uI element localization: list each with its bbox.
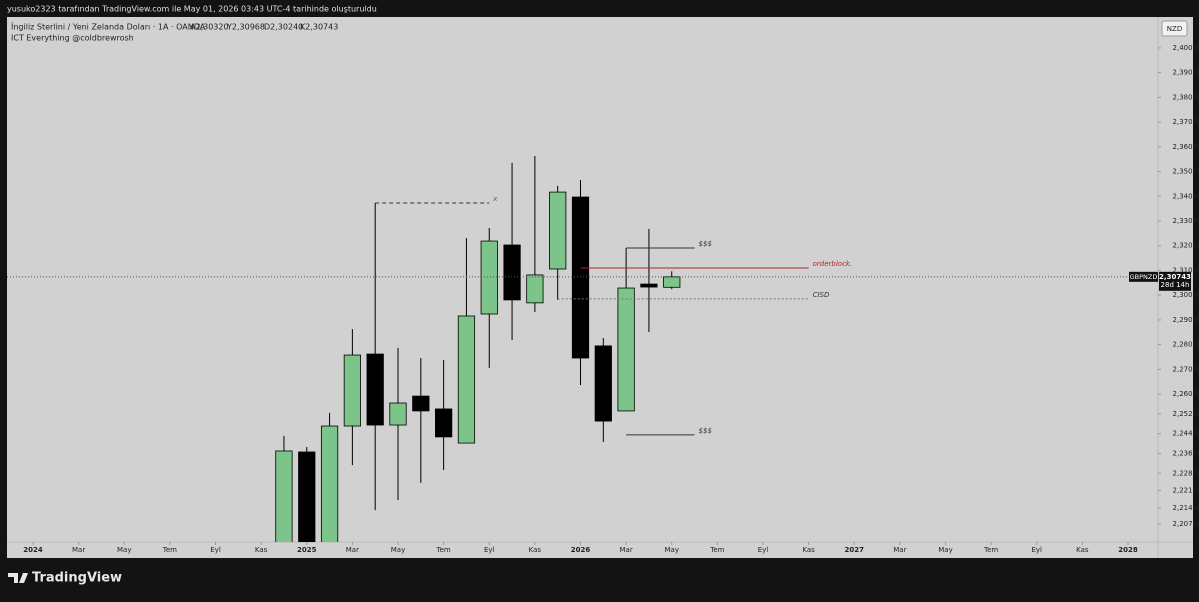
y-tick-label: 2,27000	[1173, 365, 1199, 373]
x-tick-label: Eyl	[1031, 546, 1042, 554]
candle-body	[480, 240, 498, 315]
x-tick-label: May	[938, 546, 952, 554]
y-tick-label: 2,20750	[1173, 520, 1199, 528]
annotation-label: orderblock.	[813, 260, 853, 268]
y-tick-label: 2,37000	[1173, 118, 1199, 126]
y-tick-label: 2,35000	[1173, 168, 1199, 176]
x-tick-label: Tem	[436, 546, 451, 554]
ohlc-open: A2,30320	[190, 23, 229, 32]
y-tick-label: 2,38000	[1173, 93, 1199, 101]
annotation-label: CISD	[813, 291, 830, 299]
y-tick-label: 2,36000	[1173, 143, 1199, 151]
footer-brand: TradingView	[32, 571, 122, 586]
y-tick-label: 2,29000	[1173, 316, 1199, 324]
x-tick-label: 2024	[23, 546, 43, 554]
y-tick-label: 2,34000	[1173, 192, 1199, 200]
x-tick-label: Kas	[255, 546, 268, 554]
x-tick-label: Mar	[620, 546, 633, 554]
x-tick-label: 2028	[1118, 546, 1138, 554]
logo: TradingView	[8, 571, 122, 586]
candle-body	[435, 408, 453, 438]
candle-body	[571, 196, 590, 359]
x-tick-label: Eyl	[758, 546, 769, 554]
ohlc-close: K2,30743	[300, 23, 338, 32]
ohlc-high: Y2,30968	[226, 23, 265, 32]
price-tag-label: 2,30743	[1159, 273, 1191, 281]
candle-body	[594, 345, 612, 422]
candle-body	[298, 451, 316, 542]
y-tick-label: 2,23600	[1173, 449, 1199, 457]
candle-body	[320, 425, 339, 542]
plot-background	[7, 17, 1193, 558]
symbol-tag-label: GBPNZD	[1130, 273, 1158, 281]
y-tick-label: 2,39000	[1173, 69, 1199, 77]
x-tick-label: Kas	[529, 546, 542, 554]
candle-body	[526, 274, 544, 304]
y-tick-label: 2,28000	[1173, 341, 1199, 349]
y-tick-label: 2,33000	[1173, 217, 1199, 225]
price-tag	[1159, 271, 1191, 291]
x-tick-label: 2027	[845, 546, 865, 554]
x-tick-label: Kas	[802, 546, 815, 554]
candle-body	[389, 402, 407, 426]
annotation-label: $$$	[699, 427, 712, 435]
y-tick-label: 2,30000	[1173, 291, 1199, 299]
candle-body	[343, 354, 361, 427]
symbol-tag	[1129, 271, 1158, 282]
x-tick-label: Mar	[72, 546, 85, 554]
x-tick-label: 2025	[297, 546, 317, 554]
annotation-label: x	[492, 195, 498, 203]
plot: x orderblock. CISD $$$ $$$	[275, 155, 853, 542]
y-tick-label: 2,40000	[1173, 44, 1199, 52]
x-tick-label: Kas	[1076, 546, 1089, 554]
x-tick-label: May	[117, 546, 131, 554]
x-tick-label: May	[665, 546, 679, 554]
countdown-label: 28d 14h	[1161, 281, 1190, 289]
x-tick-label: Tem	[162, 546, 177, 554]
candle-body	[412, 395, 430, 412]
y-tick-label: 2,21400	[1173, 504, 1199, 512]
y-tick-label: 2,31000	[1173, 266, 1199, 274]
currency-button[interactable]	[1161, 20, 1188, 37]
y-tick-label: 2,32000	[1173, 242, 1199, 250]
candle-body	[640, 283, 658, 288]
x-tick-label: Eyl	[484, 546, 495, 554]
candle-body	[457, 315, 476, 444]
candle-body	[617, 287, 635, 412]
candle-body	[663, 276, 681, 288]
x-tick-label: Tem	[709, 546, 724, 554]
y-tick-label: 2,22800	[1173, 469, 1199, 477]
candle-body	[366, 353, 384, 426]
currency-button-label[interactable]: NZD	[1167, 25, 1182, 33]
annotation-label: $$$	[699, 240, 712, 248]
x-tick-label: 2026	[571, 546, 591, 554]
y-tick-label: 2,24400	[1173, 430, 1199, 438]
candle-body	[549, 191, 567, 270]
x-tick-label: Tem	[983, 546, 998, 554]
x-tick-label: Eyl	[210, 546, 221, 554]
x-tick-label: Mar	[893, 546, 906, 554]
candle-body	[275, 450, 293, 542]
indicator-label: ICT Everything @coldbrewrosh	[11, 34, 134, 43]
x-tick-label: Mar	[346, 546, 359, 554]
candle-body	[503, 244, 521, 301]
caption: yusuko2323 tarafından TradingView.com il…	[7, 5, 377, 14]
x-tick-label: May	[391, 546, 405, 554]
y-tick-label: 2,25200	[1173, 410, 1199, 418]
logo-icon	[8, 573, 28, 583]
y-tick-label: 2,26000	[1173, 390, 1199, 398]
chart-title: İngiliz Sterlini / Yeni Zelanda Doları ·…	[11, 22, 206, 32]
y-tick-label: 2,22100	[1173, 487, 1199, 495]
ohlc-low: D2,30240	[264, 23, 303, 32]
